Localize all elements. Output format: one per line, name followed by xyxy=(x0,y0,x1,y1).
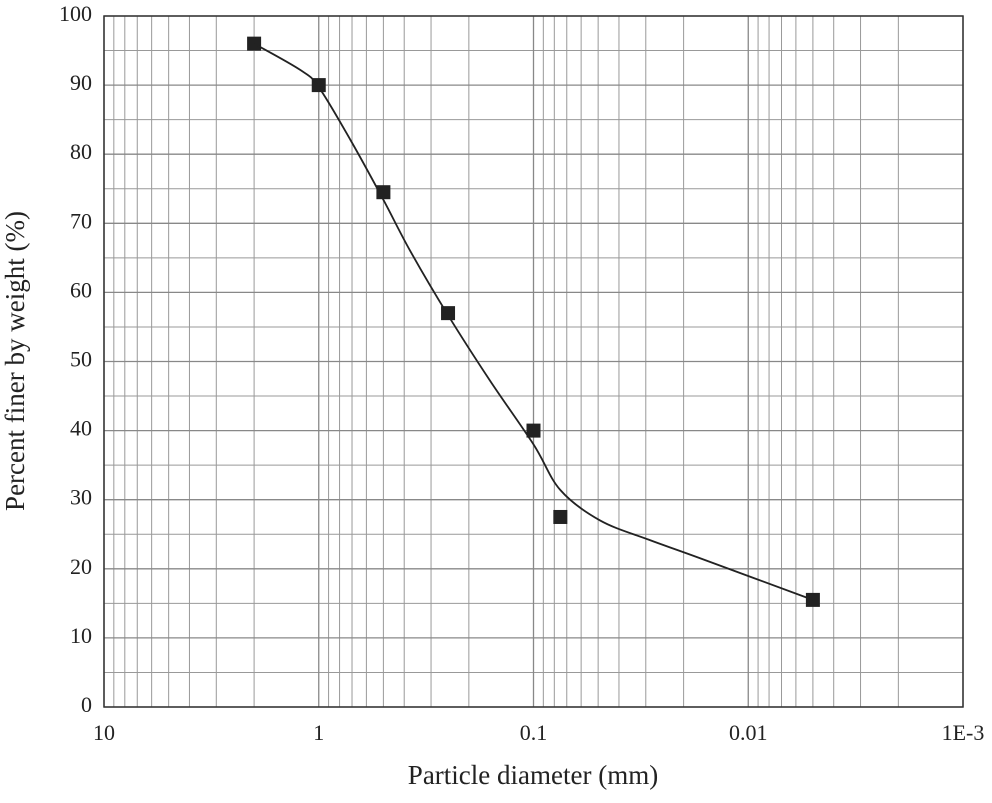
y-tick-label: 100 xyxy=(59,1,92,26)
y-tick-label: 70 xyxy=(70,208,92,233)
y-axis-label: Percent finer by weight (%) xyxy=(0,211,30,511)
x-tick-label: 1 xyxy=(313,720,324,745)
x-tick-label: 0.01 xyxy=(729,720,768,745)
plot-frame xyxy=(103,15,964,708)
x-tick-label: 10 xyxy=(93,720,115,745)
x-tick-label: 1E-3 xyxy=(942,720,985,745)
y-tick-label: 60 xyxy=(70,277,92,302)
fit-curve xyxy=(253,42,814,601)
y-tick-label: 10 xyxy=(70,623,92,648)
data-point xyxy=(376,185,391,200)
data-point xyxy=(553,509,568,524)
y-tick-label: 20 xyxy=(70,554,92,579)
x-axis-label: Particle diameter (mm) xyxy=(408,760,658,790)
y-tick-label: 40 xyxy=(70,416,92,441)
y-tick-label: 90 xyxy=(70,70,92,95)
y-tick-label: 50 xyxy=(70,347,92,372)
y-tick-label: 30 xyxy=(70,485,92,510)
x-tick-label: 0.1 xyxy=(520,720,548,745)
data-point xyxy=(526,423,541,438)
y-tick-label: 80 xyxy=(70,139,92,164)
y-tick-label: 0 xyxy=(81,692,92,717)
